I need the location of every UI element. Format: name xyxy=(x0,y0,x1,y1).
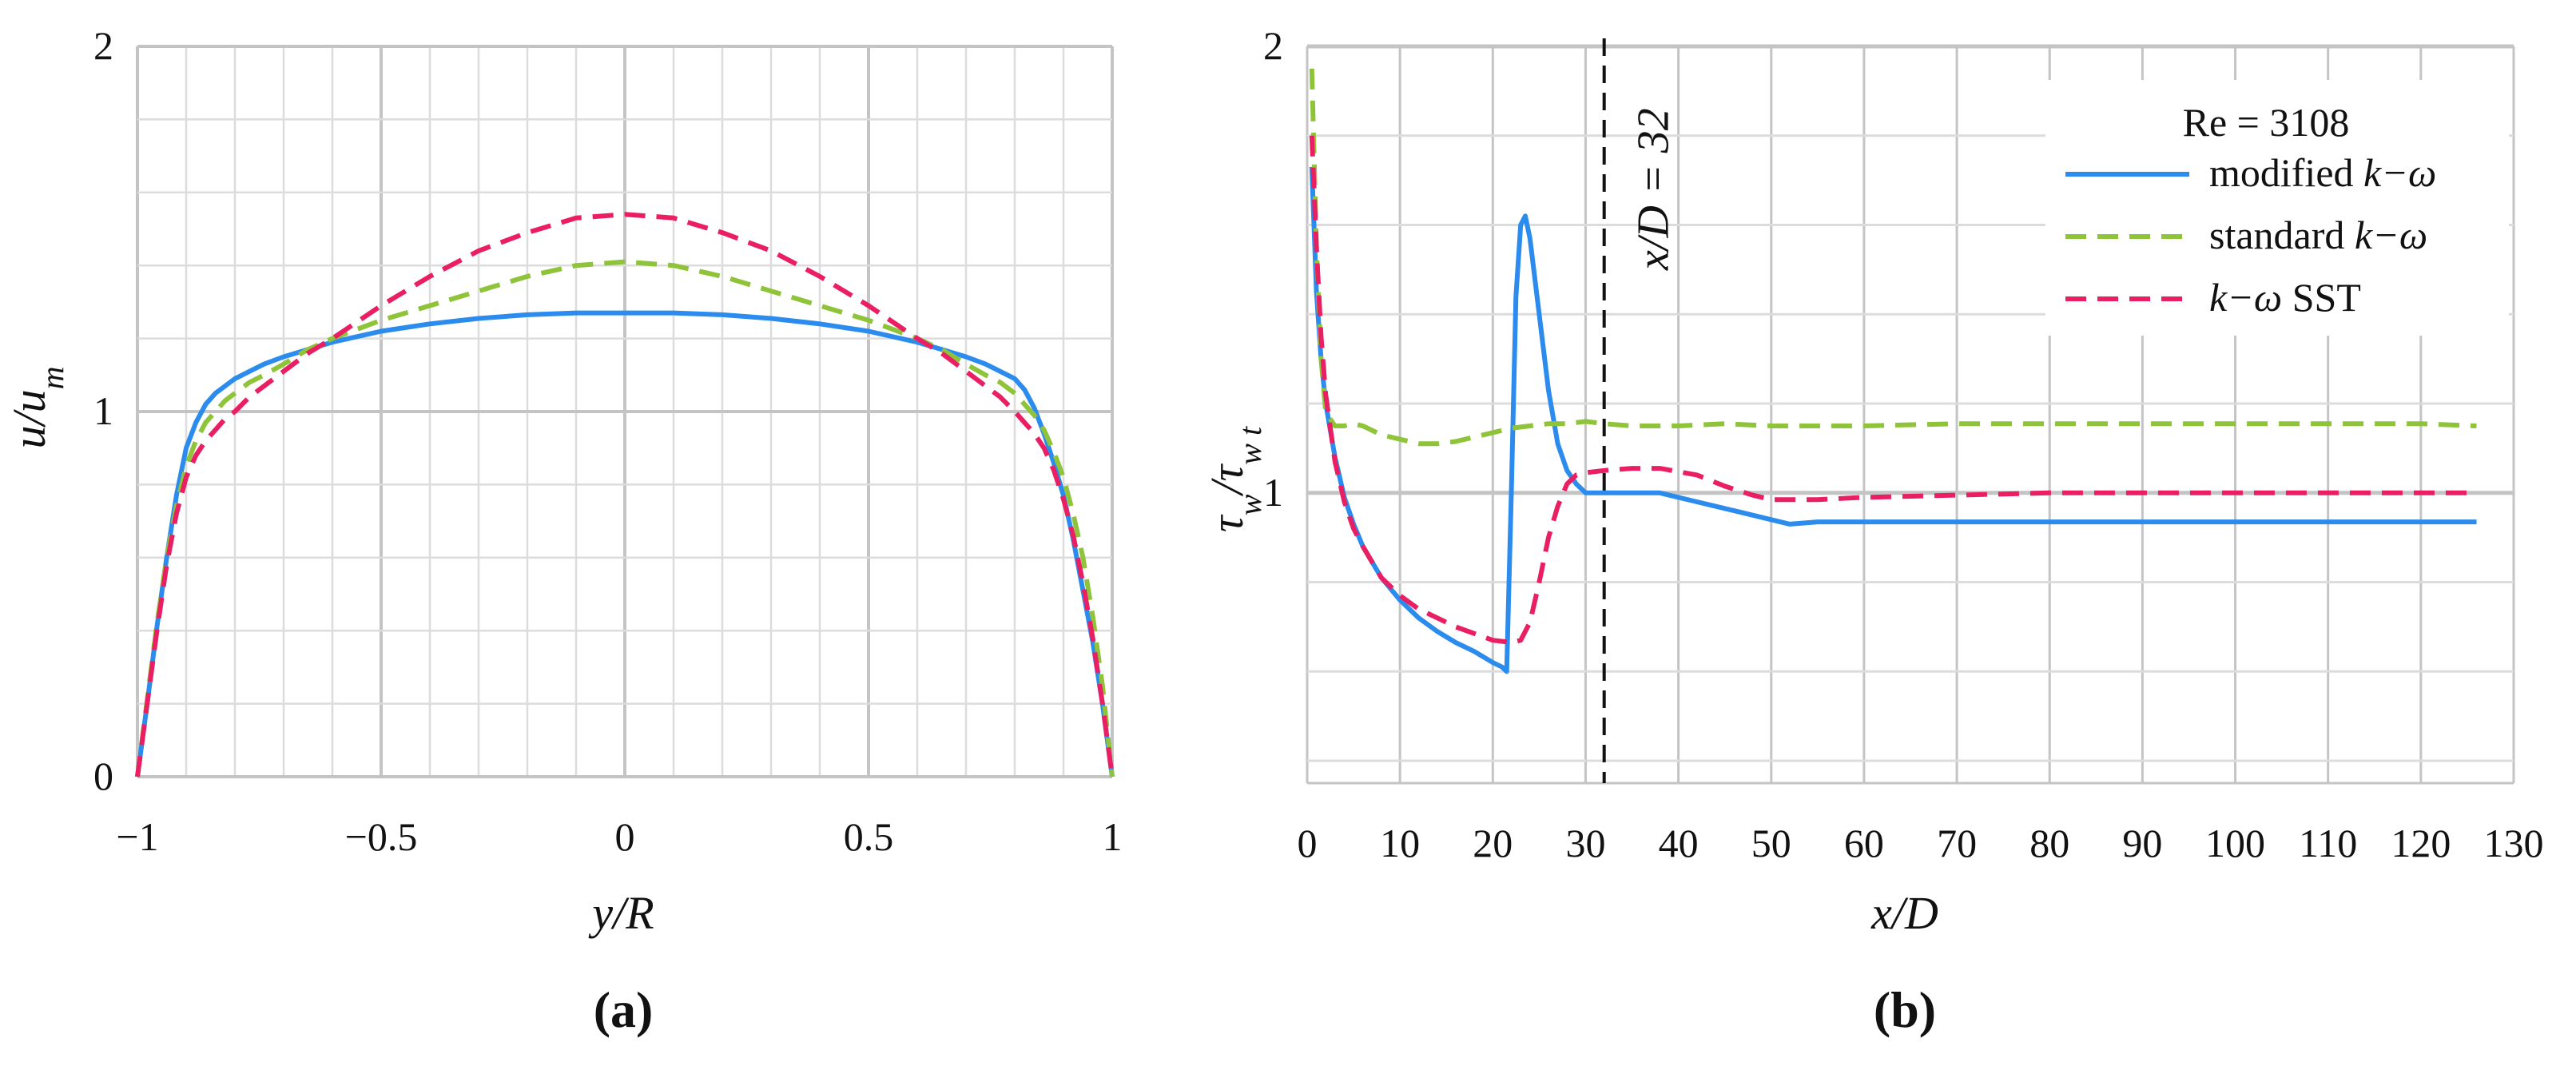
panel-label-b: (b) xyxy=(1874,981,1936,1038)
y-tick-label: 2 xyxy=(1263,23,1283,68)
chart-b-xlabel: x/D xyxy=(1870,887,1938,939)
chart-b-ylabel: τw/τw t xyxy=(1201,426,1268,532)
x-tick-label: 0 xyxy=(615,814,635,859)
y-tick-label: 2 xyxy=(93,23,113,68)
legend-label-sst: k−ω SST xyxy=(2209,275,2361,320)
x-tick-label: 0.5 xyxy=(844,814,894,859)
chart-b-ylabel-den-sub: w t xyxy=(1232,426,1268,465)
x-tick-label: −0.5 xyxy=(345,814,418,859)
chart-a-grid xyxy=(136,45,1114,778)
series-line-sst xyxy=(1309,135,2477,645)
x-tick-label: 1 xyxy=(1103,814,1123,859)
x-tick-label: 80 xyxy=(2029,821,2069,865)
chart-a-ticks: −1 −0.5 0 0.5 1 0 1 2 xyxy=(93,23,1123,859)
chart-b-series xyxy=(1309,68,2477,674)
x-tick-label: 130 xyxy=(2484,821,2544,865)
x-tick-label: 90 xyxy=(2122,821,2162,865)
chart-a: −1 −0.5 0 0.5 1 0 1 2 u/um y/R (a) xyxy=(3,23,1123,1038)
annotation-label: x/D = 32 xyxy=(1629,108,1679,271)
chart-b-ylabel-num: τ xyxy=(1201,514,1253,532)
x-tick-label: 50 xyxy=(1751,821,1791,865)
x-tick-label: −1 xyxy=(116,814,158,859)
chart-b-annotation: x/D = 32 xyxy=(1602,38,1679,783)
panel-label-a: (a) xyxy=(594,981,654,1038)
x-tick-label: 120 xyxy=(2391,821,2451,865)
x-tick-label: 20 xyxy=(1473,821,1513,865)
legend-label-standard: standard k−ω xyxy=(2209,213,2427,257)
x-tick-label: 40 xyxy=(1659,821,1699,865)
series-line-standard xyxy=(1309,68,2477,447)
x-tick-label: 30 xyxy=(1565,821,1605,865)
x-tick-label: 110 xyxy=(2299,821,2357,865)
chart-a-series xyxy=(135,212,1115,778)
legend-title: Re = 3108 xyxy=(2183,100,2350,145)
legend-box xyxy=(2045,80,2509,336)
x-tick-label: 0 xyxy=(1298,821,1318,865)
x-tick-label: 70 xyxy=(1937,821,1977,865)
x-tick-label: 10 xyxy=(1380,821,1420,865)
chart-b-ylabel-den: /τ xyxy=(1201,463,1253,496)
chart-a-ylabel-sub: m xyxy=(34,366,70,389)
series-line-sst xyxy=(135,212,1115,778)
chart-b-ticks: 0 10 20 30 40 50 60 70 80 90 100 110 120 130 1 2 xyxy=(1263,23,2544,865)
x-tick-label: 100 xyxy=(2205,821,2265,865)
chart-b-legend: Re = 3108 modified k−ω standard k−ω k−ω SST xyxy=(2045,80,2509,336)
chart-b-ylabel-num-sub: w xyxy=(1232,494,1268,515)
chart-a-xlabel: y/R xyxy=(588,887,654,939)
y-tick-label: 0 xyxy=(93,754,113,798)
chart-a-ylabel-base: u/u xyxy=(3,389,55,448)
x-tick-label: 60 xyxy=(1844,821,1884,865)
svg-text:τw/τw t: τw/τw t xyxy=(1201,426,1268,532)
series-line-standard xyxy=(135,259,1115,778)
chart-a-ylabel: u/um xyxy=(3,366,70,448)
chart-b: x/D = 32 0 10 20 30 40 50 60 70 80 90 100 110 120 130… xyxy=(1201,23,2544,1038)
legend-label-modified: modified k−ω xyxy=(2209,150,2436,195)
y-tick-label: 1 xyxy=(93,388,113,433)
y-tick-label: 1 xyxy=(1263,470,1283,515)
svg-text:u/um: u/um xyxy=(3,366,70,448)
